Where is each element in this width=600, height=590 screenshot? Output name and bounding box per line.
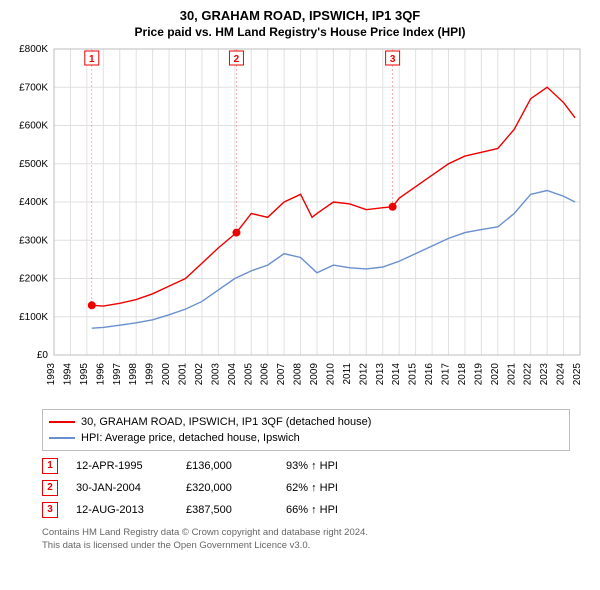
svg-text:2005: 2005	[243, 363, 254, 386]
svg-text:1999: 1999	[145, 363, 156, 386]
svg-text:2020: 2020	[490, 363, 501, 386]
svg-text:1996: 1996	[95, 363, 106, 386]
svg-text:2022: 2022	[523, 363, 534, 386]
events-table: 1 12-APR-1995 £136,000 93% ↑ HPI 2 30-JA…	[42, 455, 570, 521]
svg-text:1994: 1994	[62, 363, 73, 386]
svg-text:2: 2	[234, 54, 240, 65]
event-row: 2 30-JAN-2004 £320,000 62% ↑ HPI	[42, 477, 570, 499]
svg-text:2018: 2018	[457, 363, 468, 386]
svg-text:2012: 2012	[358, 363, 369, 386]
svg-text:1998: 1998	[128, 363, 139, 386]
svg-text:1995: 1995	[79, 363, 90, 386]
legend-swatch	[49, 437, 75, 439]
svg-text:2024: 2024	[556, 363, 567, 386]
svg-text:2000: 2000	[161, 363, 172, 386]
svg-text:2010: 2010	[325, 363, 336, 386]
svg-text:£0: £0	[37, 350, 49, 361]
page-title: 30, GRAHAM ROAD, IPSWICH, IP1 3QF	[10, 8, 590, 23]
svg-text:2021: 2021	[506, 363, 517, 386]
page-subtitle: Price paid vs. HM Land Registry's House …	[10, 25, 590, 39]
svg-text:3: 3	[390, 54, 396, 65]
svg-text:2003: 2003	[210, 363, 221, 386]
svg-text:1: 1	[89, 54, 95, 65]
svg-text:£400K: £400K	[19, 197, 48, 208]
svg-text:2009: 2009	[309, 363, 320, 386]
svg-text:£800K: £800K	[19, 44, 48, 55]
svg-text:2016: 2016	[424, 363, 435, 386]
svg-text:2014: 2014	[391, 363, 402, 386]
legend-item: 30, GRAHAM ROAD, IPSWICH, IP1 3QF (detac…	[49, 414, 563, 430]
svg-text:2008: 2008	[293, 363, 304, 386]
svg-text:1997: 1997	[112, 363, 123, 386]
svg-text:2007: 2007	[276, 363, 287, 386]
legend-item: HPI: Average price, detached house, Ipsw…	[49, 430, 563, 446]
event-price: £136,000	[186, 455, 268, 477]
event-price: £320,000	[186, 477, 268, 499]
chart: £0 £100K £200K £300K £400K £500K £600K £700K £80…	[10, 43, 590, 403]
svg-text:2023: 2023	[539, 363, 550, 386]
legend-label: HPI: Average price, detached house, Ipsw…	[81, 430, 300, 446]
footer: Contains HM Land Registry data © Crown c…	[42, 527, 570, 553]
event-date: 30-JAN-2004	[76, 477, 168, 499]
svg-text:2002: 2002	[194, 363, 205, 386]
event-badge: 2	[42, 480, 58, 496]
svg-text:2011: 2011	[342, 363, 353, 385]
svg-text:2004: 2004	[227, 363, 238, 386]
event-delta: 66% ↑ HPI	[286, 499, 338, 521]
event-badge: 1	[42, 458, 58, 474]
event-date: 12-APR-1995	[76, 455, 168, 477]
svg-text:£300K: £300K	[19, 235, 48, 246]
footer-line: This data is licensed under the Open Gov…	[42, 540, 570, 553]
legend-label: 30, GRAHAM ROAD, IPSWICH, IP1 3QF (detac…	[81, 414, 371, 430]
svg-text:£500K: £500K	[19, 159, 48, 170]
svg-text:2001: 2001	[178, 363, 189, 386]
chart-svg: £0 £100K £200K £300K £400K £500K £600K £700K £80…	[10, 43, 590, 403]
event-price: £387,500	[186, 499, 268, 521]
legend: 30, GRAHAM ROAD, IPSWICH, IP1 3QF (detac…	[42, 409, 570, 451]
event-row: 3 12-AUG-2013 £387,500 66% ↑ HPI	[42, 499, 570, 521]
svg-text:£200K: £200K	[19, 274, 48, 285]
svg-text:1993: 1993	[46, 363, 57, 386]
svg-text:2019: 2019	[473, 363, 484, 386]
event-row: 1 12-APR-1995 £136,000 93% ↑ HPI	[42, 455, 570, 477]
legend-swatch	[49, 421, 75, 423]
svg-text:2025: 2025	[572, 363, 583, 386]
svg-text:£600K: £600K	[19, 121, 48, 132]
svg-text:£100K: £100K	[19, 312, 48, 323]
footer-line: Contains HM Land Registry data © Crown c…	[42, 527, 570, 540]
svg-text:£700K: £700K	[19, 82, 48, 93]
svg-text:2015: 2015	[408, 363, 419, 386]
event-date: 12-AUG-2013	[76, 499, 168, 521]
svg-text:2013: 2013	[375, 363, 386, 386]
svg-text:2006: 2006	[260, 363, 271, 386]
event-delta: 93% ↑ HPI	[286, 455, 338, 477]
event-delta: 62% ↑ HPI	[286, 477, 338, 499]
svg-text:2017: 2017	[441, 363, 452, 386]
event-badge: 3	[42, 502, 58, 518]
